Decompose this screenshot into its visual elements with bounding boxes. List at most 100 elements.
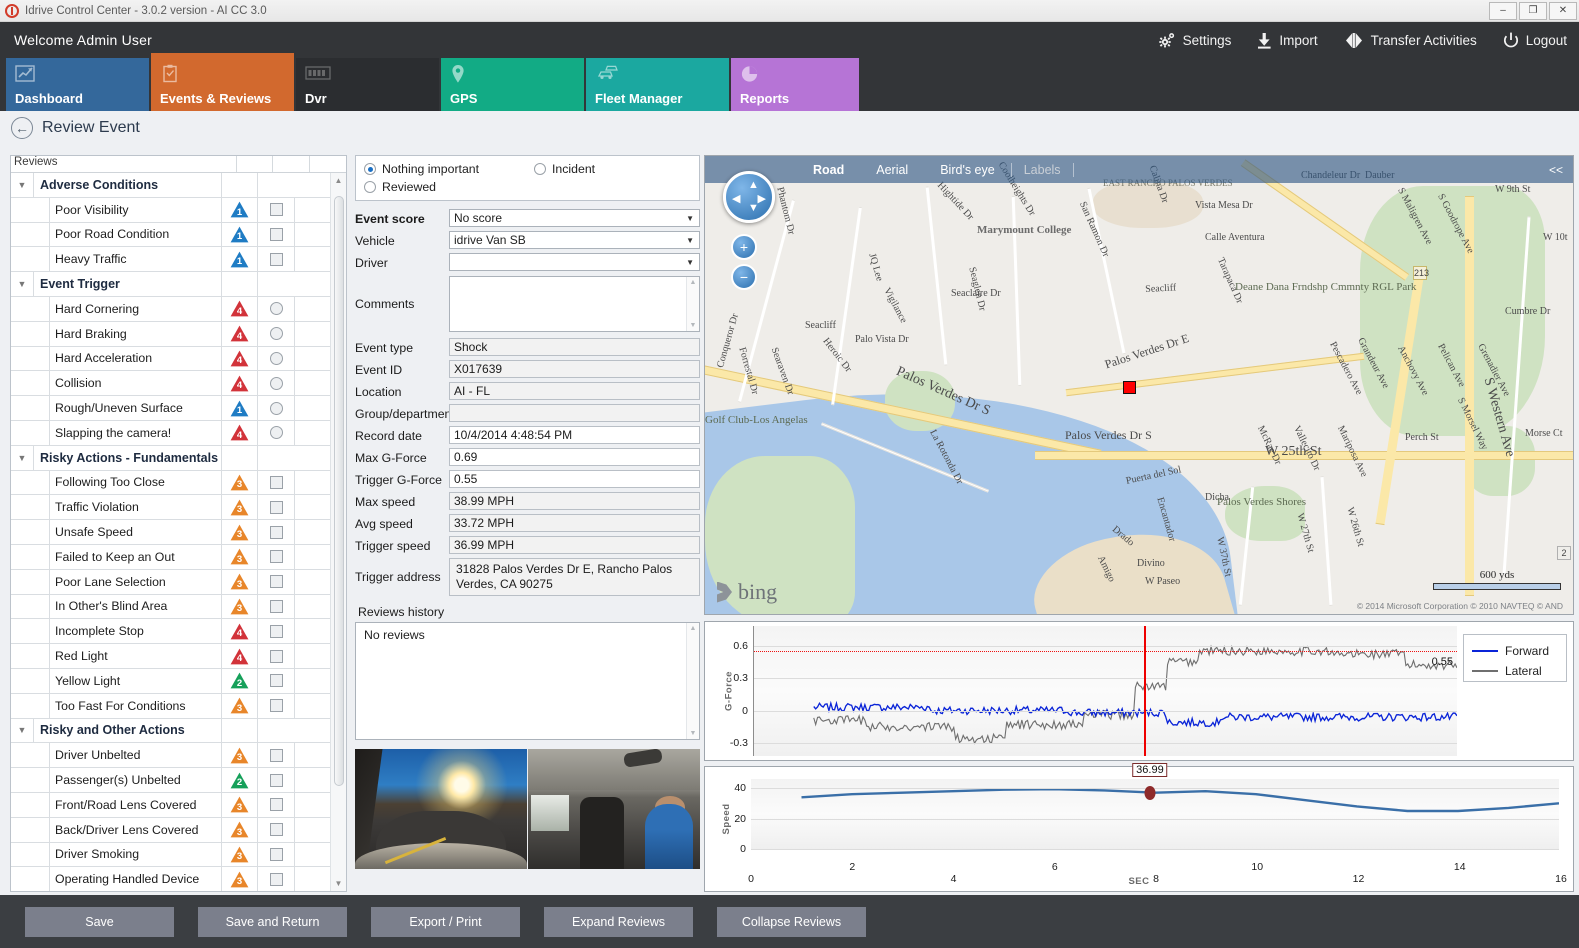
driver-camera-thumbnail[interactable] xyxy=(528,749,700,869)
review-checkbox[interactable] xyxy=(269,872,283,886)
review-checkbox[interactable] xyxy=(269,823,283,837)
map-mode-road[interactable]: Road xyxy=(813,162,845,177)
expand-reviews-button[interactable]: Expand Reviews xyxy=(544,906,693,937)
review-item-row[interactable]: Back/Driver Lens Covered 3 xyxy=(11,817,330,843)
event-map[interactable]: Conqueror Dr Forrestal Dr Searaven Dr Ph… xyxy=(704,155,1574,615)
radio-icon[interactable] xyxy=(364,163,376,175)
review-item-row[interactable]: Unsafe Speed 3 xyxy=(11,520,330,545)
logout-button[interactable]: Logout xyxy=(1503,32,1567,49)
gforce-plot-area[interactable]: 0.55 xyxy=(753,626,1458,756)
back-arrow-icon[interactable]: ← xyxy=(11,116,33,139)
map-zoom-in-button[interactable]: + xyxy=(731,234,757,260)
review-checkbox[interactable] xyxy=(269,798,283,812)
review-checkbox[interactable] xyxy=(269,227,283,241)
nav-tile-reports[interactable]: Reports xyxy=(731,58,859,111)
map-zoom-out-button[interactable]: − xyxy=(731,264,757,290)
speed-plot-area[interactable]: 40 20 0 36.99 xyxy=(734,763,1560,855)
event-score-select[interactable]: No score ▼ xyxy=(449,209,700,227)
review-select-cell[interactable] xyxy=(257,569,294,594)
review-select-cell[interactable] xyxy=(257,222,294,247)
group-expand-icon[interactable]: ▼ xyxy=(17,179,27,190)
reviews-rows[interactable]: ▼ Adverse Conditions Poor Visibility 1 Poor … xyxy=(11,173,330,891)
review-select-cell[interactable] xyxy=(257,842,294,867)
review-select-cell[interactable] xyxy=(257,743,294,768)
minimize-button[interactable]: – xyxy=(1489,1,1517,20)
review-item-row[interactable]: Passenger(s) Unbelted 2 xyxy=(11,768,330,793)
export-print-button[interactable]: Export / Print xyxy=(371,906,520,937)
review-checkbox[interactable] xyxy=(269,847,283,861)
status-option-nothing-important[interactable]: Nothing important xyxy=(364,162,534,176)
review-item-row[interactable]: Hard Acceleration 4 xyxy=(11,346,330,372)
review-radio[interactable] xyxy=(269,351,283,365)
map-pan-control[interactable]: ▲ ▼ ◀ ▶ xyxy=(723,171,775,223)
review-select-cell[interactable] xyxy=(257,396,294,420)
review-select-cell[interactable] xyxy=(257,594,294,619)
gforce-cursor-line[interactable] xyxy=(1144,626,1146,756)
reviews-history-scrollbar[interactable]: ▲ ▼ xyxy=(686,623,699,739)
comments-textarea[interactable]: ▲ ▼ xyxy=(449,276,700,332)
radio-icon[interactable] xyxy=(534,163,546,175)
review-select-cell[interactable] xyxy=(257,867,294,891)
gforce-chart[interactable]: G-Force 0.6 0.3 0 -0.3 0.55 Forward Lateral xyxy=(704,621,1574,761)
review-select-cell[interactable] xyxy=(257,346,294,371)
review-item-row[interactable]: Poor Road Condition 1 xyxy=(11,222,330,248)
map-labels-toggle[interactable]: Labels xyxy=(1023,162,1061,177)
review-checkbox[interactable] xyxy=(269,252,283,266)
comments-scrollbar[interactable]: ▲ ▼ xyxy=(686,277,699,331)
nav-tile-dvr[interactable]: Dvr xyxy=(296,58,439,111)
save-and-return-button[interactable]: Save and Return xyxy=(198,906,347,937)
review-radio[interactable] xyxy=(269,376,283,390)
pan-up-icon[interactable]: ▲ xyxy=(748,179,759,191)
review-select-cell[interactable] xyxy=(257,693,294,718)
review-item-row[interactable]: Front/Road Lens Covered 3 xyxy=(11,792,330,818)
review-item-row[interactable]: In Other's Blind Area 3 xyxy=(11,594,330,620)
pan-left-icon[interactable]: ◀ xyxy=(732,193,741,205)
review-item-row[interactable]: Driver Smoking 3 xyxy=(11,842,330,868)
nav-tile-fleet-manager[interactable]: Fleet Manager xyxy=(586,58,729,111)
maximize-button[interactable]: ❐ xyxy=(1519,1,1547,20)
review-item-row[interactable]: Failed to Keep an Out 3 xyxy=(11,544,330,570)
review-checkbox[interactable] xyxy=(269,500,283,514)
review-group-row[interactable]: ▼ Risky and Other Actions xyxy=(11,718,330,744)
scroll-up-icon[interactable]: ▲ xyxy=(334,176,343,185)
scroll-track[interactable] xyxy=(331,188,347,876)
status-option-incident[interactable]: Incident xyxy=(534,162,595,176)
review-select-cell[interactable] xyxy=(257,470,294,495)
review-select-cell[interactable] xyxy=(257,321,294,346)
transfer-activities-button[interactable]: Transfer Activities xyxy=(1344,32,1477,49)
review-select-cell[interactable] xyxy=(257,544,294,569)
review-radio[interactable] xyxy=(269,302,283,316)
review-item-row[interactable]: Traffic Violation 3 xyxy=(11,495,330,521)
review-item-row[interactable]: Driver Unbelted 3 xyxy=(11,743,330,769)
review-select-cell[interactable] xyxy=(257,644,294,668)
review-item-row[interactable]: Yellow Light 2 xyxy=(11,668,330,694)
review-item-row[interactable]: Rough/Uneven Surface 1 xyxy=(11,396,330,421)
review-select-cell[interactable] xyxy=(257,768,294,792)
group-expand-icon[interactable]: ▼ xyxy=(17,279,27,290)
review-item-row[interactable]: Hard Braking 4 xyxy=(11,321,330,347)
map-mode-aerial[interactable]: Aerial xyxy=(876,162,909,177)
close-button[interactable]: ✕ xyxy=(1549,1,1577,20)
review-checkbox[interactable] xyxy=(269,773,283,787)
review-select-cell[interactable] xyxy=(257,247,294,272)
road-camera-thumbnail[interactable] xyxy=(355,749,527,869)
nav-tile-gps[interactable]: GPS xyxy=(441,58,584,111)
review-item-row[interactable]: Hard Cornering 4 xyxy=(11,296,330,322)
review-checkbox[interactable] xyxy=(269,699,283,713)
review-checkbox[interactable] xyxy=(269,599,283,613)
nav-tile-events-reviews[interactable]: Events & Reviews xyxy=(151,53,294,111)
review-select-cell[interactable] xyxy=(257,420,294,445)
review-item-row[interactable]: Red Light 4 xyxy=(11,644,330,669)
review-checkbox[interactable] xyxy=(269,475,283,489)
review-checkbox[interactable] xyxy=(269,674,283,688)
group-expand-icon[interactable]: ▼ xyxy=(17,725,27,736)
review-item-row[interactable]: Poor Lane Selection 3 xyxy=(11,569,330,595)
review-group-row[interactable]: ▼ Event Trigger xyxy=(11,272,330,297)
review-item-row[interactable]: Incomplete Stop 4 xyxy=(11,619,330,645)
review-item-row[interactable]: Slapping the camera! 4 xyxy=(11,420,330,446)
collapse-reviews-button[interactable]: Collapse Reviews xyxy=(717,906,866,937)
review-group-row[interactable]: ▼ Risky Actions - Fundamentals xyxy=(11,445,330,471)
scroll-down-icon[interactable]: ▼ xyxy=(334,879,343,888)
review-select-cell[interactable] xyxy=(257,296,294,321)
status-option-reviewed[interactable]: Reviewed xyxy=(364,180,534,194)
